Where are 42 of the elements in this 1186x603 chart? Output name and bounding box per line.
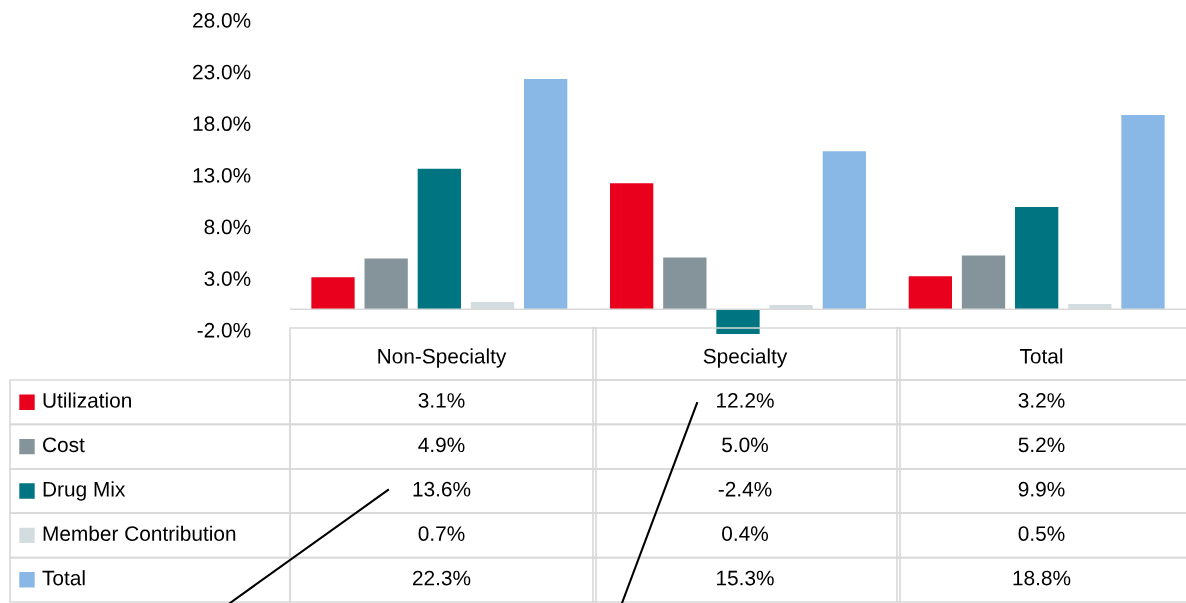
bar: [610, 183, 654, 310]
bar: [822, 151, 866, 310]
bar: [908, 276, 952, 310]
bar: [311, 277, 355, 310]
data-label: 22.3%: [413, 570, 471, 586]
data-label: 4.9%: [418, 437, 465, 453]
data-label: 12.2%: [717, 393, 774, 408]
y-tick-label: 28.0%: [193, 13, 251, 28]
data-label: 13.6%: [413, 481, 471, 497]
x-tick-label: Non-Specialty: [378, 348, 507, 368]
legend-label: Utilization: [43, 392, 131, 408]
y-tick-label: 18.0%: [193, 116, 251, 132]
data-label: 0.5%: [1018, 526, 1065, 541]
data-label: 5.2%: [1018, 437, 1065, 453]
data-label: 0.4%: [722, 526, 768, 541]
data-label: 15.3%: [717, 570, 774, 586]
bar: [364, 258, 408, 310]
data-label: 0.7%: [418, 526, 465, 541]
data-label: 18.8%: [1013, 570, 1071, 586]
data-label: 3.1%: [418, 393, 465, 408]
bar: [716, 309, 760, 334]
legend-label: Drug Mix: [43, 481, 126, 501]
y-tick-label: -2.0%: [197, 322, 251, 338]
bar: [663, 257, 707, 310]
bar: [1121, 115, 1165, 310]
bar: [417, 168, 461, 310]
bar: [1015, 206, 1059, 310]
data-label: -2.4%: [718, 481, 772, 497]
data-label: 5.0%: [722, 437, 768, 453]
y-tick-label: 13.0%: [193, 167, 251, 183]
y-tick-label: 23.0%: [193, 64, 251, 80]
x-tick-label: Specialty: [703, 348, 788, 368]
legend-label: Member Contribution: [43, 525, 236, 541]
x-tick-label: Total: [1019, 348, 1063, 364]
legend-label: Total: [42, 570, 85, 586]
data-label: 9.9%: [1018, 481, 1065, 497]
bar: [524, 78, 568, 310]
data-label: 3.2%: [1018, 393, 1065, 408]
bar: [961, 255, 1006, 310]
y-tick-label: 8.0%: [204, 219, 251, 235]
legend-label: Cost: [43, 437, 85, 453]
y-tick-label: 3.0%: [204, 271, 251, 286]
